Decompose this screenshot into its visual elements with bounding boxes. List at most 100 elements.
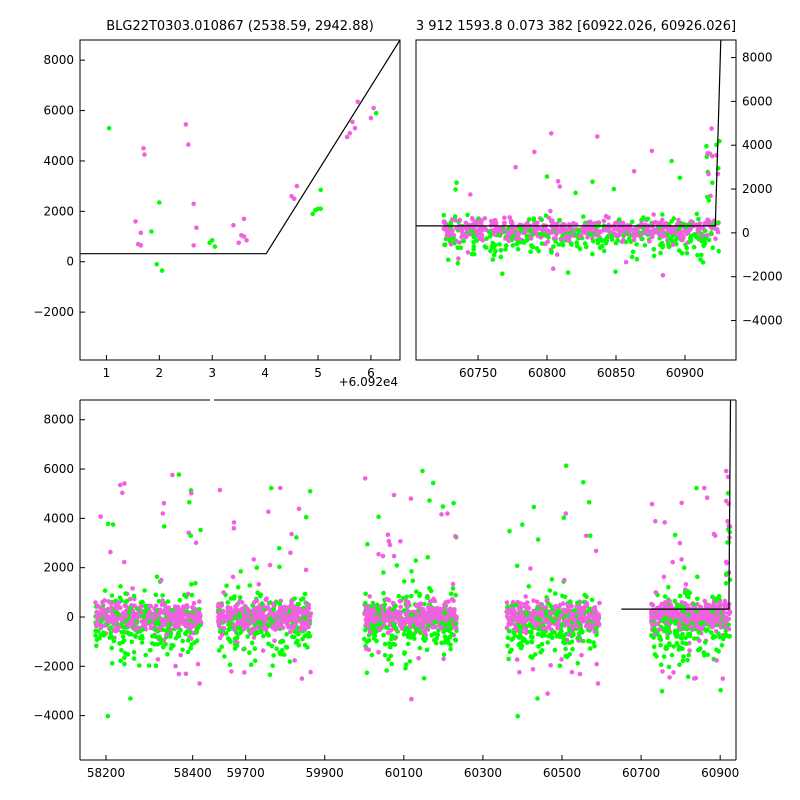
data-point [448,224,454,230]
data-point [254,605,260,611]
data-point [463,220,469,226]
data-point [296,601,302,607]
data-point [191,623,196,629]
data-point [108,630,113,636]
data-point [539,241,545,246]
data-point [515,246,521,252]
data-point [651,212,656,217]
data-point [677,593,683,599]
data-point [544,598,550,603]
data-point [684,593,690,599]
data-point [534,599,540,605]
data-point [180,647,185,653]
data-point [154,574,160,580]
data-point [685,603,690,608]
data-point [652,652,658,657]
data-point [310,211,316,217]
data-point [504,600,510,605]
data-point [621,237,626,242]
data-point [593,232,598,238]
data-point [582,592,587,598]
data-point [424,594,430,600]
data-point [586,500,592,505]
data-point [194,630,199,635]
data-point [451,500,456,506]
data-point [119,621,125,627]
data-point [695,596,700,602]
data-point [425,626,430,632]
data-point [401,631,407,637]
data-point [664,646,669,652]
data-point [695,252,700,258]
data-point [121,629,126,635]
data-point [553,239,558,244]
data-point [703,220,708,226]
data-point [488,230,493,235]
data-point [389,636,394,642]
data-point [530,625,535,630]
data-point [548,603,553,609]
data-point [681,609,686,614]
data-point [241,216,247,222]
data-point [371,619,376,624]
data-point [544,613,550,618]
data-point [147,609,152,614]
data-point [122,661,127,667]
data-point [231,520,237,525]
data-point [677,662,682,667]
data-point [173,663,178,669]
data-point [288,629,293,635]
data-point [544,609,549,614]
data-point [232,636,238,641]
data-point [448,591,454,597]
data-point [549,577,555,582]
data-point [509,637,515,642]
data-point [565,270,571,275]
data-point [140,599,145,605]
data-point [574,243,580,249]
data-point [539,231,544,237]
data-point [663,616,669,621]
data-point [667,612,673,618]
data-point [528,566,533,571]
data-point [457,240,462,245]
data-point [453,621,459,627]
data-point [137,605,143,610]
data-point [255,590,260,595]
data-point [676,230,681,235]
data-point [569,669,575,675]
data-point [471,244,477,249]
data-point [139,619,145,624]
data-point [409,593,414,599]
data-point [382,641,388,647]
data-point [566,622,571,627]
data-point [595,240,601,246]
data-point [302,626,308,632]
y-tick-label: 2000 [43,561,74,575]
data-point [109,661,115,666]
data-point [498,247,504,253]
data-point [698,621,703,626]
data-point [594,625,599,631]
data-point [114,615,120,621]
data-point [382,653,388,658]
data-point [238,569,243,574]
data-point [502,221,507,227]
data-point [193,540,199,545]
data-point [587,606,592,612]
data-point [444,618,450,623]
data-point [549,249,554,254]
data-point [666,664,672,670]
data-point [405,602,410,608]
data-point [165,599,171,604]
data-point [522,625,528,631]
data-point [280,612,286,617]
data-point [571,608,577,613]
data-point [703,602,709,608]
data-point [143,604,149,609]
panel-top-left-points [106,99,379,273]
data-point [252,658,258,663]
y-tick-label: 4000 [43,511,74,525]
data-point [398,539,403,544]
data-point [162,618,168,623]
